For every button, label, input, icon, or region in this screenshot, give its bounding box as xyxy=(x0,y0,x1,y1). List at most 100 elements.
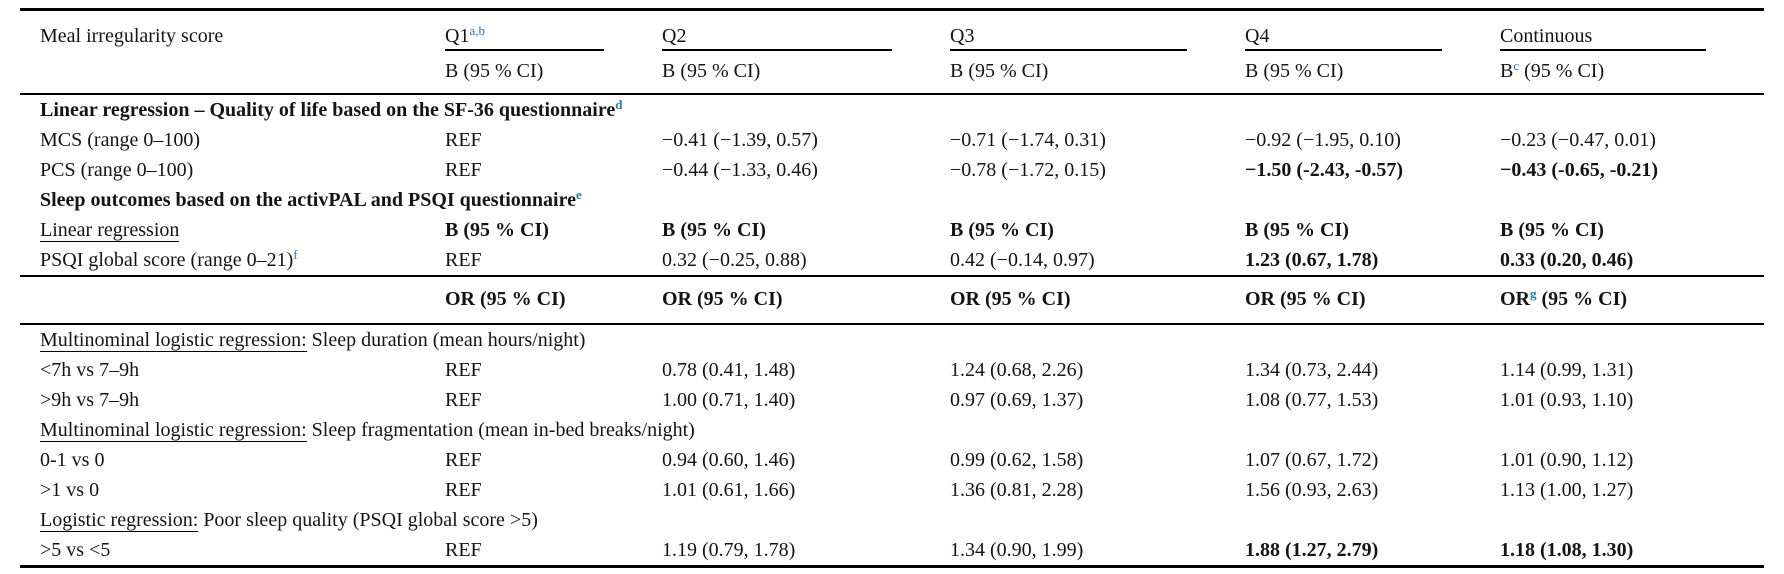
table-row: PSQI global score (range 0–21)f REF 0.32 (… xyxy=(20,245,1764,276)
footnote-marker: a,b xyxy=(469,23,485,38)
table-row: OR (95 % CI) OR (95 % CI) OR (95 % CI) OR (… xyxy=(20,276,1764,324)
row-label: 0-1 vs 0 xyxy=(40,449,105,471)
table-row: Logistic regression: Poor sleep quality … xyxy=(20,505,1764,535)
value-cell: 1.34 (0.90, 1.99) xyxy=(950,539,1084,561)
value-cell: B (95 % CI) xyxy=(662,219,766,241)
value-cell: REF xyxy=(445,129,482,151)
column-header-5: Continuous Bc (95 % CI) xyxy=(1500,10,1764,95)
value-cell: 1.36 (0.81, 2.28) xyxy=(950,479,1084,501)
footnote-marker: d xyxy=(615,97,623,112)
value-cell: 0.97 (0.69, 1.37) xyxy=(950,389,1084,411)
footnote-marker: g xyxy=(1530,286,1537,301)
table-section-2: OR (95 % CI) OR (95 % CI) OR (95 % CI) OR (… xyxy=(20,276,1764,324)
column-rule xyxy=(445,49,604,51)
value-cell: 1.24 (0.68, 2.26) xyxy=(950,359,1084,381)
value-cell: 1.01 (0.93, 1.10) xyxy=(1500,389,1634,411)
value-cell: −0.43 (-0.65, -0.21) xyxy=(1500,159,1659,181)
value-cell: 1.14 (0.99, 1.31) xyxy=(1500,359,1634,381)
value-cell: −0.92 (−1.95, 0.10) xyxy=(1245,129,1401,151)
row-label: >5 vs <5 xyxy=(40,539,111,561)
table-row: MCS (range 0–100) REF −0.41 (−1.39, 0.57) −… xyxy=(20,125,1764,155)
stub-label: Meal irregularity score xyxy=(40,25,224,47)
section-heading: Multinominal logistic regression: Sleep … xyxy=(40,329,586,352)
results-table: Meal irregularity score Q1a,b B (95 % CI)… xyxy=(20,8,1764,568)
value-cell: REF xyxy=(445,479,482,501)
value-cell: REF xyxy=(445,159,482,181)
column-subtitle: B (95 % CI) xyxy=(662,60,761,82)
value-cell: OR (95 % CI) xyxy=(950,288,1071,310)
underlined-text: Logistic regression: xyxy=(40,509,199,532)
column-title: Q4 xyxy=(1245,25,1270,47)
table-header: Meal irregularity score Q1a,b B (95 % CI)… xyxy=(20,10,1764,95)
row-label: MCS (range 0–100) xyxy=(40,129,200,151)
underlined-text: Multinominal logistic regression: xyxy=(40,329,307,352)
table-section-3: Multinominal logistic regression: Sleep … xyxy=(20,324,1764,567)
value-cell: B (95 % CI) xyxy=(950,219,1054,241)
column-subtitle: B (95 % CI) xyxy=(445,60,544,82)
table-row: <7h vs 7–9h REF 0.78 (0.41, 1.48) 1.24 (0.6… xyxy=(20,355,1764,385)
column-header-3: Q3 B (95 % CI) xyxy=(950,10,1245,95)
value-cell: 1.00 (0.71, 1.40) xyxy=(662,389,796,411)
value-cell: 0.94 (0.60, 1.46) xyxy=(662,449,796,471)
value-cell: −0.41 (−1.39, 0.57) xyxy=(662,129,818,151)
value-cell: B (95 % CI) xyxy=(445,219,549,241)
row-label: PSQI global score (range 0–21)f xyxy=(40,247,298,271)
table-row: Linear regression – Quality of life base… xyxy=(20,94,1764,125)
value-cell: 0.33 (0.20, 0.46) xyxy=(1500,249,1634,271)
column-subtitle: B (95 % CI) xyxy=(1245,60,1344,82)
value-cell: REF xyxy=(445,389,482,411)
value-cell: −0.71 (−1.74, 0.31) xyxy=(950,129,1106,151)
value-cell: 1.07 (0.67, 1.72) xyxy=(1245,449,1379,471)
value-cell: B (95 % CI) xyxy=(1245,219,1349,241)
section-heading: Multinominal logistic regression: Sleep … xyxy=(40,419,695,442)
value-cell: 1.08 (0.77, 1.53) xyxy=(1245,389,1379,411)
value-cell: 0.32 (−0.25, 0.88) xyxy=(662,249,807,271)
table-row: >5 vs <5 REF 1.19 (0.79, 1.78) 1.34 (0.90, … xyxy=(20,535,1764,567)
value-cell: 1.01 (0.61, 1.66) xyxy=(662,479,796,501)
value-cell: 1.13 (1.00, 1.27) xyxy=(1500,479,1634,501)
row-label xyxy=(20,276,445,324)
row-label: Linear regression xyxy=(20,215,445,245)
value-cell: 1.34 (0.73, 2.44) xyxy=(1245,359,1379,381)
column-title: Continuous xyxy=(1500,25,1593,47)
row-label: PCS (range 0–100) xyxy=(40,159,194,181)
row-label: >9h vs 7–9h xyxy=(40,389,140,411)
column-title: Q3 xyxy=(950,25,975,47)
value-cell: 1.18 (1.08, 1.30) xyxy=(1500,539,1634,561)
table-row: >1 vs 0 REF 1.01 (0.61, 1.66) 1.36 (0.81, 2… xyxy=(20,475,1764,505)
table-row: Multinominal logistic regression: Sleep … xyxy=(20,324,1764,355)
value-cell: ORg (95 % CI) xyxy=(1500,286,1628,310)
column-header-stub: Meal irregularity score xyxy=(20,10,445,95)
footnote-marker: e xyxy=(575,187,582,202)
value-cell: −1.50 (-2.43, -0.57) xyxy=(1245,159,1404,181)
value-cell: 1.23 (0.67, 1.78) xyxy=(1245,249,1379,271)
value-cell: OR (95 % CI) xyxy=(662,288,783,310)
column-title: Q1a,b xyxy=(445,23,485,47)
value-cell: REF xyxy=(445,249,482,271)
row-label: <7h vs 7–9h xyxy=(40,359,140,381)
underlined-text: Linear regression xyxy=(40,219,180,242)
value-cell: REF xyxy=(445,449,482,471)
section-heading: Sleep outcomes based on the activPAL and… xyxy=(40,187,582,211)
footnote-marker: c xyxy=(1513,58,1520,73)
column-rule xyxy=(1500,49,1706,51)
underlined-text: Multinominal logistic regression: xyxy=(40,419,307,442)
value-cell: 1.88 (1.27, 2.79) xyxy=(1245,539,1379,561)
value-cell: OR (95 % CI) xyxy=(445,288,566,310)
value-cell: 0.42 (−0.14, 0.97) xyxy=(950,249,1095,271)
column-title: Q2 xyxy=(662,25,687,47)
value-cell: 1.19 (0.79, 1.78) xyxy=(662,539,796,561)
column-rule xyxy=(1245,49,1442,51)
table-section-1: Linear regression – Quality of life base… xyxy=(20,94,1764,276)
column-header-1: Q1a,b B (95 % CI) xyxy=(445,10,662,95)
row-label: >1 vs 0 xyxy=(40,479,100,501)
column-header-2: Q2 B (95 % CI) xyxy=(662,10,950,95)
value-cell: −0.44 (−1.33, 0.46) xyxy=(662,159,818,181)
value-cell: OR (95 % CI) xyxy=(1245,288,1366,310)
column-header-4: Q4 B (95 % CI) xyxy=(1245,10,1500,95)
section-heading: Logistic regression: Poor sleep quality … xyxy=(40,509,538,532)
value-cell: 1.01 (0.90, 1.12) xyxy=(1500,449,1634,471)
column-rule xyxy=(950,49,1187,51)
value-cell: B (95 % CI) xyxy=(1500,219,1604,241)
